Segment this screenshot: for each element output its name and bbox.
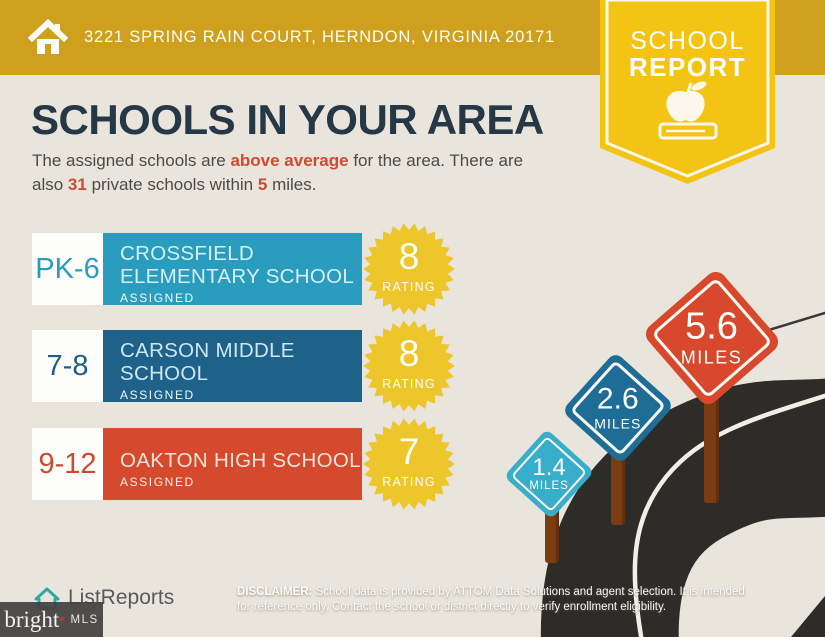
road-edge-line	[632, 393, 825, 637]
sign-post	[704, 380, 719, 503]
school-bar: OAKTON HIGH SCHOOL ASSIGNED	[103, 428, 362, 500]
rating-value: 8	[398, 333, 420, 374]
sign-distance: 2.6	[597, 383, 639, 417]
sign-unit: MILES	[681, 347, 743, 368]
grade-range: 9-12	[38, 447, 97, 480]
grade-range-box: 9-12	[32, 428, 103, 500]
page-title: SCHOOLS IN YOUR AREA	[31, 96, 544, 143]
assigned-label: ASSIGNED	[120, 474, 195, 489]
mls-wordmark: MLS	[70, 613, 99, 626]
subtitle-text: miles.	[267, 175, 317, 194]
sign-unit: MILES	[529, 480, 569, 493]
sign-distance: 5.6	[685, 305, 739, 348]
ribbon-line1: SCHOOL	[630, 27, 745, 55]
school-name-line1: OAKTON HIGH SCHOOL	[120, 448, 361, 472]
subtitle-text: private schools within	[86, 175, 258, 194]
school-card-middle: 7-8 CARSON MIDDLE SCHOOL ASSIGNED	[32, 330, 452, 402]
distance-sign-5-6-miles: 5.6 MILES	[641, 267, 783, 409]
diamond-sign-face: 2.6 MILES	[561, 351, 675, 465]
assigned-label: ASSIGNED	[120, 291, 195, 305]
school-card-elementary: PK-6 CROSSFIELD ELEMENTARY SCHOOL ASSIGN…	[32, 233, 452, 305]
rating-badge-middle: 8 RATING	[363, 320, 455, 412]
rating-value: 7	[398, 431, 420, 472]
sign-unit: MILES	[594, 415, 642, 432]
disclaimer-label: DISCLAIMER:	[237, 586, 313, 598]
grade-range-box: 7-8	[32, 330, 103, 402]
bright-mls-watermark: bright ✶ MLS	[0, 602, 103, 637]
school-name-line1: CROSSFIELD	[120, 242, 254, 265]
diamond-sign-face: 5.6 MILES	[641, 267, 783, 409]
starburst-icon	[363, 223, 455, 315]
road-horizon-line	[761, 311, 825, 334]
school-name-line1: CARSON MIDDLE	[120, 339, 295, 362]
road-band	[540, 378, 825, 637]
subtitle-text: for the area. There are	[348, 151, 524, 170]
starburst-icon	[363, 320, 455, 412]
school-name-line2: ELEMENTARY SCHOOL	[120, 265, 355, 288]
disclaimer-line1: School data is provided by ATTOM Data So…	[312, 586, 745, 598]
rating-badge-elementary: 8 RATING	[363, 223, 455, 315]
house-icon	[28, 18, 68, 54]
distance-sign-2-6-miles: 2.6 MILES	[561, 351, 675, 465]
school-name-line2: SCHOOL	[120, 362, 209, 385]
assigned-label: ASSIGNED	[120, 388, 195, 402]
bright-wordmark: bright	[4, 606, 60, 632]
school-card-high: 9-12 OAKTON HIGH SCHOOL ASSIGNED	[32, 428, 452, 500]
school-report-ribbon: SCHOOL REPORT	[600, 0, 775, 186]
grade-range-box: PK-6	[32, 233, 103, 305]
disclaimer-line2: for reference only. Contact the school o…	[237, 600, 667, 613]
subtitle-highlight: above average	[230, 151, 349, 170]
grade-range: 7-8	[46, 349, 89, 382]
rating-badge-high: 7 RATING	[363, 418, 455, 510]
rating-label: RATING	[382, 377, 436, 391]
apple-book-icon	[658, 81, 717, 140]
property-address: 3221 SPRING RAIN COURT, HERNDON, VIRGINI…	[84, 28, 556, 46]
rating-label: RATING	[382, 280, 436, 294]
school-bar: CROSSFIELD ELEMENTARY SCHOOL ASSIGNED	[103, 233, 362, 305]
ribbon-line2: REPORT	[628, 52, 747, 82]
school-bar: CARSON MIDDLE SCHOOL ASSIGNED	[103, 330, 362, 402]
starburst-icon	[363, 418, 455, 510]
grade-range: PK-6	[35, 252, 100, 285]
subtitle-text: The assigned schools are	[32, 151, 231, 170]
rating-value: 8	[398, 236, 420, 277]
radius-miles: 5	[257, 175, 268, 194]
road-corner	[791, 596, 825, 637]
sign-distance: 1.4	[532, 454, 566, 482]
subtitle: The assigned schools are above average f…	[32, 149, 592, 197]
subtitle-text: also	[32, 175, 68, 194]
private-school-count: 31	[67, 175, 87, 194]
bright-star-icon: ✶	[57, 614, 67, 626]
distance-sign-1-4-miles: 1.4 MILES	[503, 428, 595, 520]
disclaimer: DISCLAIMER: School data is provided by A…	[237, 585, 812, 614]
rating-label: RATING	[382, 475, 436, 489]
